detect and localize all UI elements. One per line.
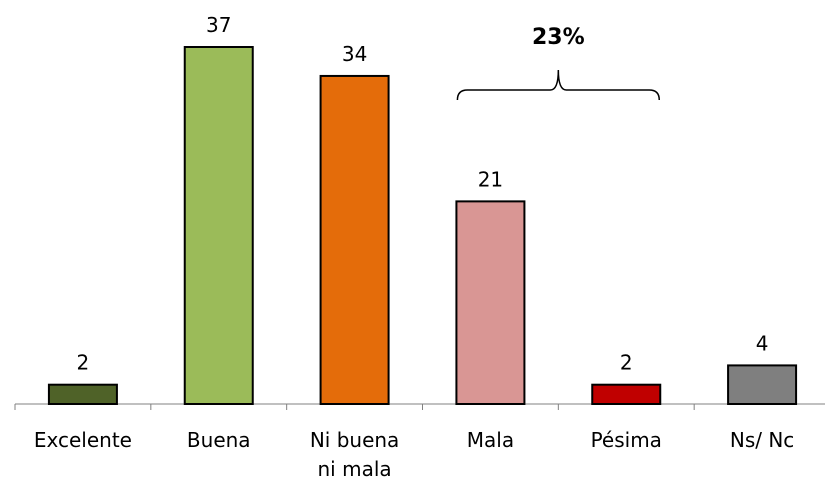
annotation-label: 23% xyxy=(532,25,585,50)
data-label: 21 xyxy=(478,167,503,191)
x-tick-label-line: Excelente xyxy=(34,428,132,452)
bar xyxy=(319,74,390,405)
data-label: 2 xyxy=(620,351,633,375)
x-tick-label-line: Mala xyxy=(467,428,514,452)
x-tick-label: Excelente xyxy=(34,428,132,452)
x-tick-label-line: Ns/ Nc xyxy=(730,428,794,452)
x-tick-label-line: ni mala xyxy=(318,457,392,481)
data-label: 34 xyxy=(342,42,367,66)
bar xyxy=(183,46,254,405)
bar xyxy=(455,200,526,405)
x-tick-label: Ns/ Nc xyxy=(730,428,794,452)
x-tick-label-line: Buena xyxy=(187,428,251,452)
bar xyxy=(727,364,798,405)
x-tick-label-line: Pésima xyxy=(591,428,662,452)
data-label: 4 xyxy=(756,331,769,355)
x-tick-label: Mala xyxy=(467,428,514,452)
x-tick-label: Buena xyxy=(187,428,251,452)
data-label: 2 xyxy=(77,351,90,375)
brace-annotation xyxy=(456,69,660,101)
x-tick-label: Pésima xyxy=(591,428,662,452)
bar xyxy=(47,383,118,405)
data-label: 37 xyxy=(206,13,231,37)
bar xyxy=(591,383,662,405)
x-tick-label-line: Ni buena xyxy=(310,428,399,452)
x-tick-label: Ni buena ni mala xyxy=(310,428,399,481)
